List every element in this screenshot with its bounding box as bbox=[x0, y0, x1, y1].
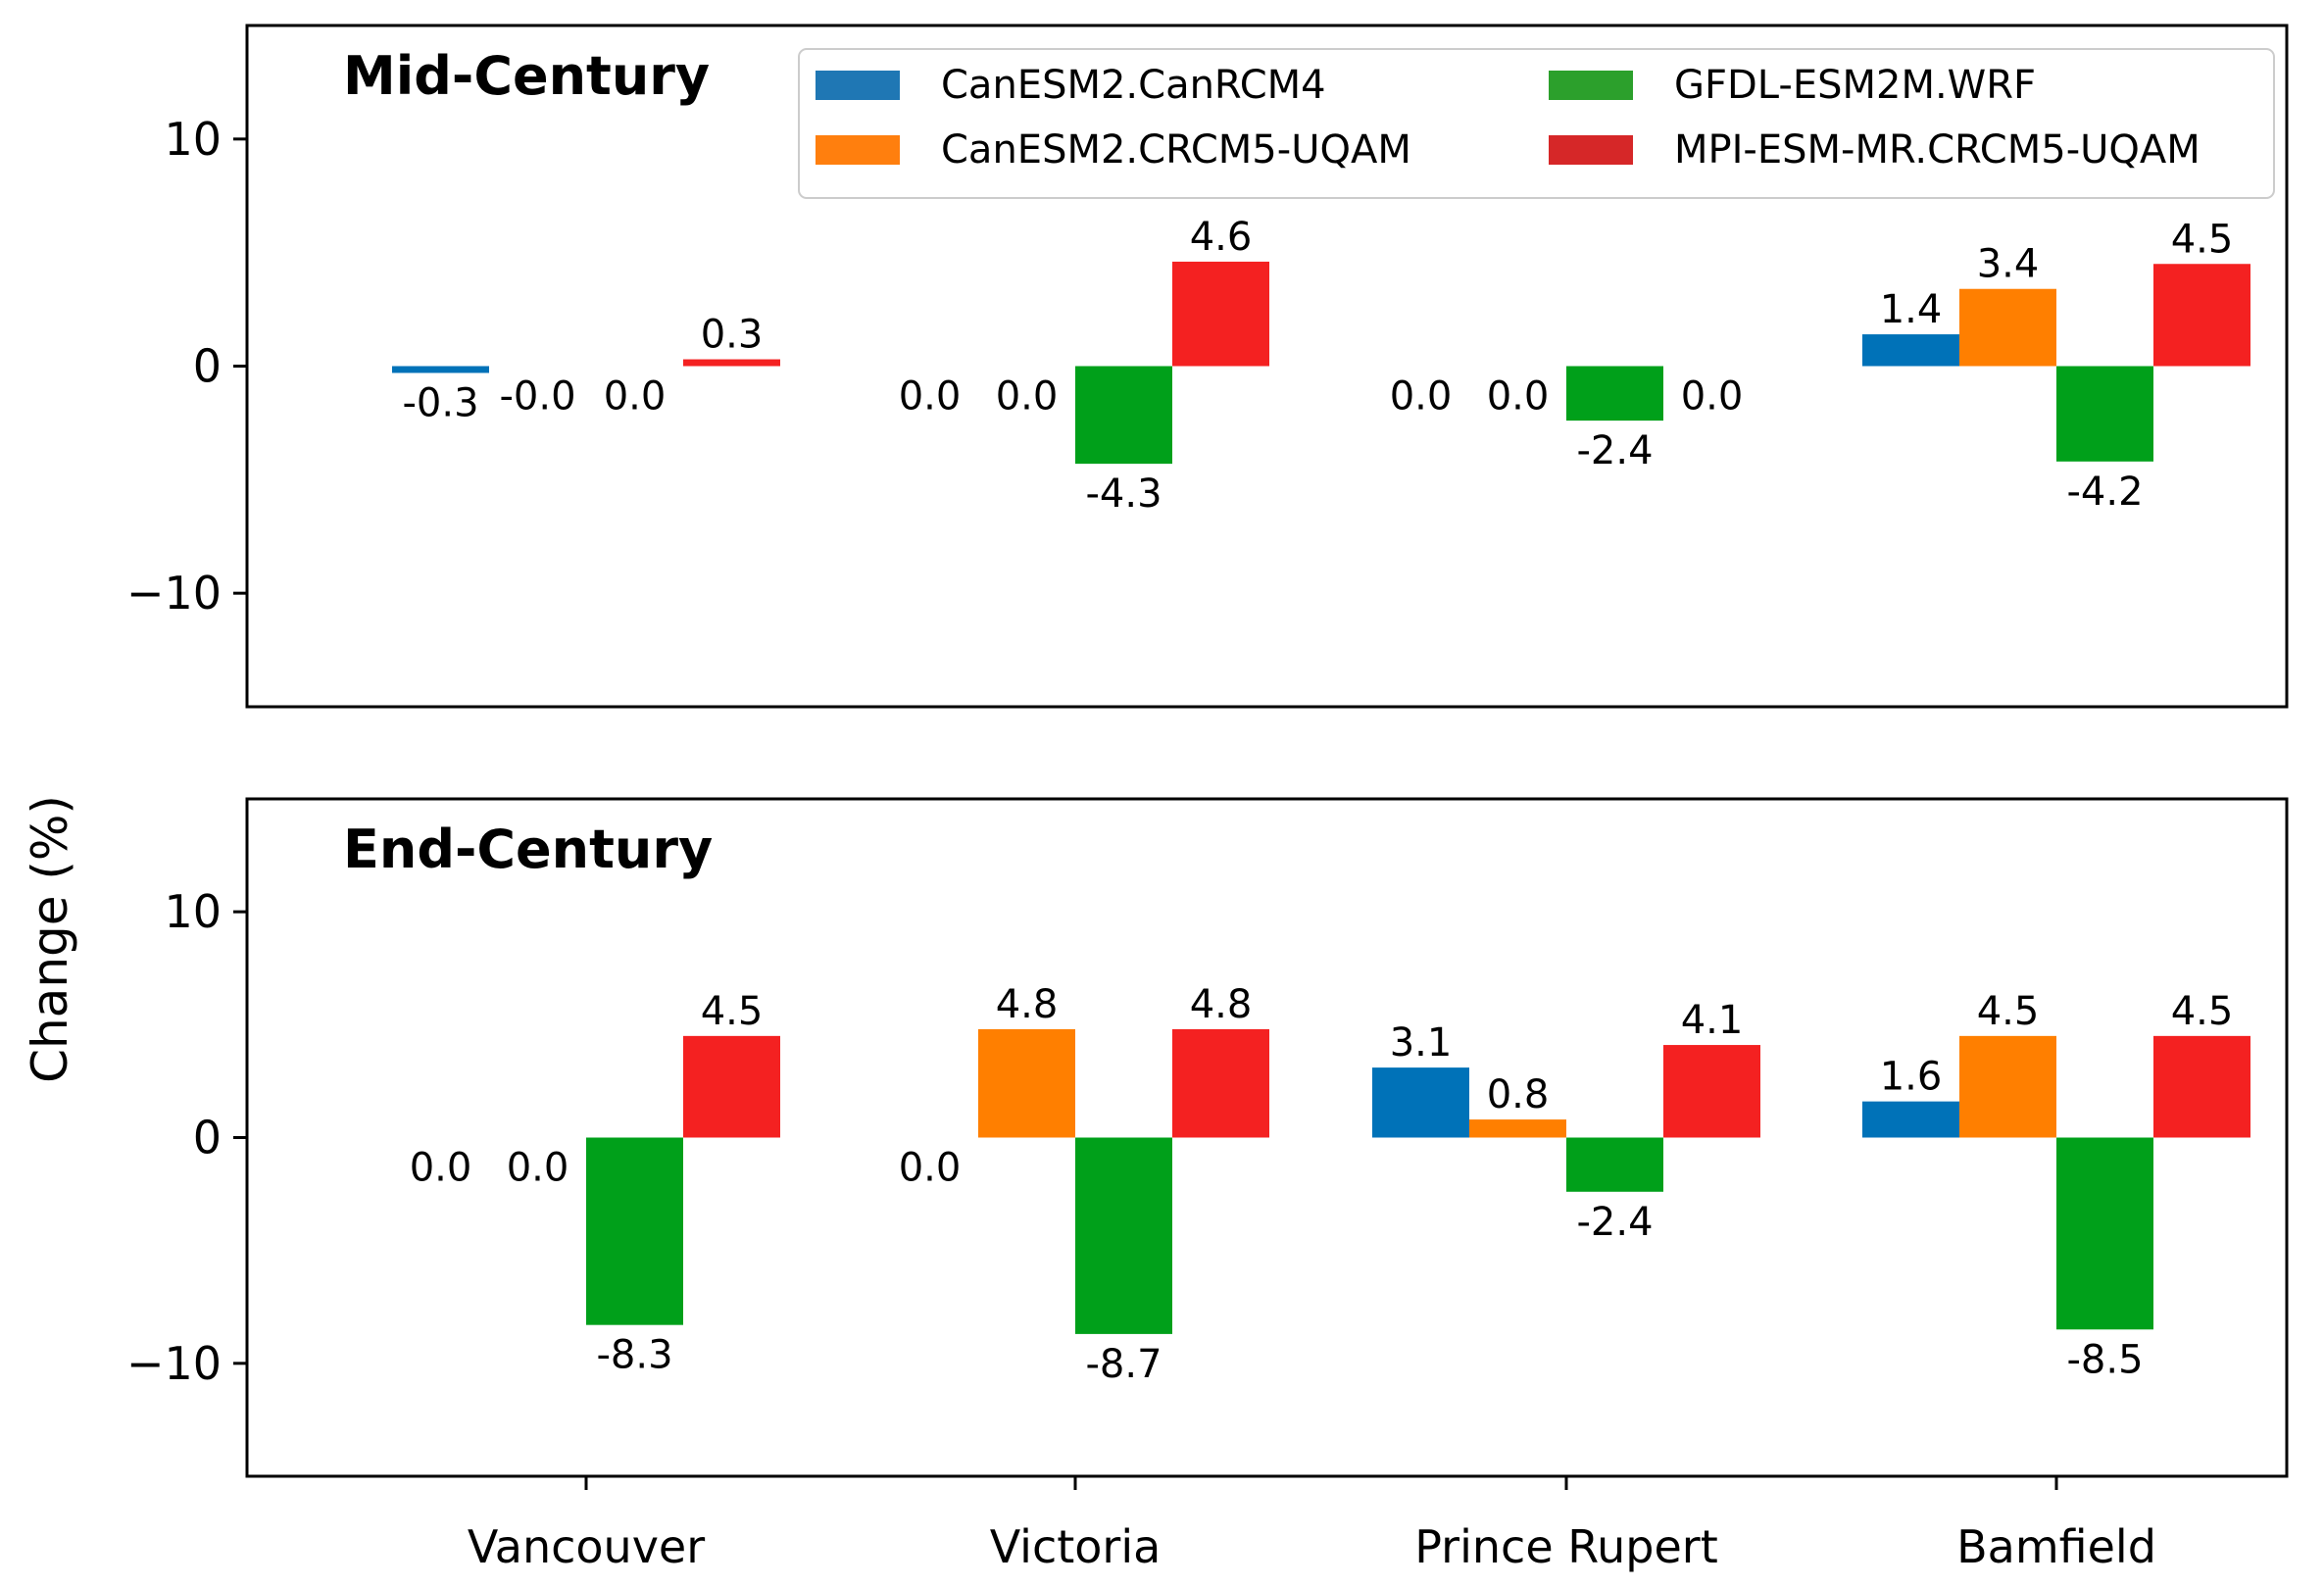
bar-bamfield-series-1 bbox=[1959, 1035, 2056, 1138]
data-label: 4.5 bbox=[1977, 989, 2040, 1034]
data-label: 1.6 bbox=[1880, 1055, 1943, 1100]
data-label: 4.1 bbox=[1681, 998, 1744, 1043]
legend-swatch bbox=[816, 135, 900, 165]
legend: CanESM2.CanRCM4 GFDL-ESM2M.WRF CanESM2.CRC… bbox=[798, 48, 2275, 199]
bar-vancouver-series-0 bbox=[392, 366, 489, 373]
bar-bamfield-series-0 bbox=[1862, 334, 1959, 367]
data-label: 0.8 bbox=[1487, 1072, 1550, 1117]
data-label: 0.0 bbox=[604, 374, 667, 420]
data-label: 4.8 bbox=[996, 982, 1059, 1027]
legend-label: GFDL-ESM2M.WRF bbox=[1674, 63, 2036, 108]
data-label: 3.1 bbox=[1390, 1020, 1453, 1066]
data-label: 0.0 bbox=[899, 374, 962, 420]
data-label: 0.0 bbox=[899, 1146, 962, 1191]
legend-swatch bbox=[1549, 135, 1633, 165]
data-label: 4.5 bbox=[2171, 989, 2234, 1034]
bar-prince-rupert-series-0 bbox=[1372, 1067, 1469, 1138]
bar-bamfield-series-1 bbox=[1959, 288, 2056, 367]
panel-title: Mid-Century bbox=[343, 45, 710, 107]
legend-swatch bbox=[816, 71, 900, 100]
data-label: 0.0 bbox=[996, 374, 1059, 420]
bar-vancouver-series-3 bbox=[683, 359, 780, 367]
x-tick-label: Vancouver bbox=[468, 1520, 705, 1573]
data-label: 3.4 bbox=[1977, 242, 2040, 287]
panel-title: End-Century bbox=[343, 818, 713, 880]
bar-victoria-series-2 bbox=[1075, 1137, 1172, 1334]
bar-vancouver-series-2 bbox=[586, 1137, 683, 1325]
y-axis-label: Change (%) bbox=[22, 795, 78, 1083]
bar-prince-rupert-series-2 bbox=[1566, 366, 1663, 422]
bar-victoria-series-1 bbox=[978, 1028, 1075, 1138]
bar-bamfield-series-3 bbox=[2153, 264, 2250, 367]
data-label: -8.3 bbox=[596, 1333, 672, 1378]
bar-prince-rupert-series-2 bbox=[1566, 1137, 1663, 1192]
y-tick-label: −10 bbox=[126, 567, 222, 620]
legend-box bbox=[798, 48, 2275, 199]
data-label: 0.0 bbox=[410, 1146, 472, 1191]
data-label: -0.3 bbox=[402, 380, 478, 425]
data-label: -4.2 bbox=[2066, 470, 2143, 515]
data-label: 0.0 bbox=[1681, 374, 1744, 420]
legend-label: CanESM2.CRCM5-UQAM bbox=[941, 127, 1411, 173]
data-label: 4.6 bbox=[1190, 215, 1253, 260]
bar-bamfield-series-0 bbox=[1862, 1101, 1959, 1138]
data-label: 4.5 bbox=[701, 989, 764, 1034]
data-label: -8.5 bbox=[2066, 1337, 2143, 1382]
x-tick-label: Prince Rupert bbox=[1414, 1520, 1718, 1573]
x-tick-label: Bamfield bbox=[1956, 1520, 2156, 1573]
bar-victoria-series-3 bbox=[1172, 261, 1269, 367]
legend-swatch bbox=[1549, 71, 1633, 100]
y-tick-label: 0 bbox=[193, 1112, 222, 1165]
data-label: -2.4 bbox=[1576, 1200, 1653, 1245]
x-tick-label: Victoria bbox=[990, 1520, 1162, 1573]
data-label: 1.4 bbox=[1880, 287, 1943, 332]
bar-prince-rupert-series-3 bbox=[1663, 1045, 1760, 1138]
data-label: 0.0 bbox=[1390, 374, 1453, 420]
y-tick-label: 10 bbox=[164, 885, 222, 938]
bar-vancouver-series-3 bbox=[683, 1035, 780, 1138]
y-tick-label: 0 bbox=[193, 340, 222, 393]
data-label: -0.0 bbox=[499, 374, 575, 420]
data-label: -8.7 bbox=[1085, 1342, 1162, 1387]
bar-victoria-series-3 bbox=[1172, 1028, 1269, 1138]
bar-prince-rupert-series-1 bbox=[1469, 1119, 1566, 1138]
legend-label: MPI-ESM-MR.CRCM5-UQAM bbox=[1674, 127, 2200, 173]
data-label: 4.8 bbox=[1190, 982, 1253, 1027]
bar-bamfield-series-2 bbox=[2056, 366, 2153, 462]
data-label: -2.4 bbox=[1576, 428, 1653, 473]
data-label: 0.3 bbox=[701, 313, 764, 358]
data-label: -4.3 bbox=[1085, 471, 1162, 517]
legend-label: CanESM2.CanRCM4 bbox=[941, 63, 1326, 108]
y-tick-label: −10 bbox=[126, 1337, 222, 1390]
bar-victoria-series-2 bbox=[1075, 366, 1172, 465]
bar-bamfield-series-2 bbox=[2056, 1137, 2153, 1330]
y-tick-label: 10 bbox=[164, 113, 222, 166]
bar-bamfield-series-3 bbox=[2153, 1035, 2250, 1138]
data-label: 0.0 bbox=[507, 1146, 569, 1191]
data-label: 4.5 bbox=[2171, 217, 2234, 262]
data-label: 0.0 bbox=[1487, 374, 1550, 420]
